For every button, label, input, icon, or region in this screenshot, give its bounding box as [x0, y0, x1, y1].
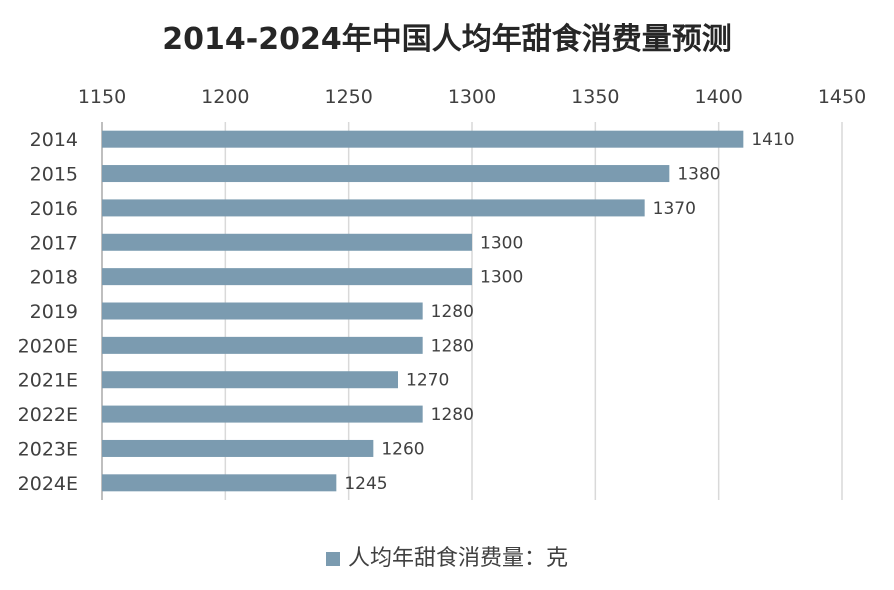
category-label: 2018: [30, 267, 78, 289]
category-label: 2021E: [18, 370, 78, 392]
data-labels: 1410 1380 1370 1300 1300 1280 1280 1270 1280 1260…: [344, 130, 794, 494]
bar: [102, 405, 423, 423]
data-label: 1380: [677, 165, 720, 185]
category-label: 2014: [30, 129, 78, 151]
category-label: 2015: [30, 164, 78, 186]
bar: [102, 336, 423, 354]
legend: 人均年甜食消费量：克: [0, 540, 894, 572]
legend-swatch: [325, 552, 340, 566]
bar: [102, 233, 472, 251]
bar-chart: 1150 1200 1250 1300 1350 1400 1450 20142015201…: [18, 86, 866, 500]
x-tick-label: 1150: [78, 86, 126, 108]
category-label: 2017: [30, 232, 78, 254]
x-tick-label: 1350: [571, 86, 619, 108]
bar: [102, 474, 337, 492]
category-label: 2019: [30, 301, 78, 323]
x-tick-label: 1250: [324, 86, 372, 108]
category-labels: 2014 2015 2016 2017 2018 2019 2020E 2021E 2022E 2…: [18, 129, 78, 495]
bar: [102, 439, 374, 457]
x-tick-label: 1300: [448, 86, 496, 108]
data-label: 1260: [381, 439, 424, 459]
data-label: 1245: [344, 474, 387, 494]
data-label: 1280: [431, 405, 474, 425]
category-label: 2023E: [18, 438, 78, 460]
x-tick-label: 1450: [818, 86, 866, 108]
x-tick-label: 1400: [694, 86, 742, 108]
data-label: 1370: [653, 199, 696, 219]
bar: [102, 165, 670, 183]
bar: [102, 302, 423, 320]
bars: [102, 130, 744, 492]
data-label: 1410: [751, 130, 794, 150]
data-label: 1300: [480, 268, 523, 288]
data-label: 1280: [431, 336, 474, 356]
data-label: 1300: [480, 233, 523, 253]
category-label: 2024E: [18, 473, 78, 495]
category-label: 2016: [30, 198, 78, 220]
bar: [102, 130, 744, 148]
bar: [102, 199, 645, 217]
category-label: 2020E: [18, 335, 78, 357]
category-label: 2022E: [18, 404, 78, 426]
chart-title: 2014-2024年中国人均年甜食消费量预测: [162, 22, 732, 57]
x-tick-label: 1200: [201, 86, 249, 108]
data-label: 1270: [406, 371, 449, 391]
bar: [102, 371, 398, 389]
bar: [102, 268, 472, 286]
data-label: 1280: [431, 302, 474, 322]
legend-label: 人均年甜食消费量：克: [347, 546, 568, 571]
x-tick-labels: 1150 1200 1250 1300 1350 1400 1450: [78, 86, 866, 108]
